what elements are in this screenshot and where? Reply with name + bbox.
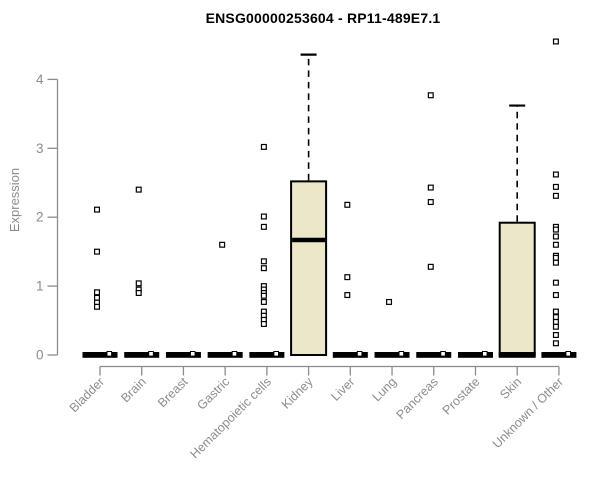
y-tick-label: 1 — [36, 279, 44, 294]
zero-bar — [249, 352, 285, 358]
outlier-point — [552, 171, 559, 178]
zero-outlier-point — [440, 351, 446, 357]
outlier-point — [552, 241, 559, 248]
y-tick-label: 3 — [36, 141, 44, 156]
box-skin — [498, 221, 536, 356]
y-axis-label: Expression — [7, 167, 22, 233]
outlier-point — [93, 289, 100, 296]
zero-outlier-point — [189, 351, 196, 357]
zero-outlier-point — [398, 351, 405, 357]
x-tick-label: Brain — [118, 375, 149, 406]
outlier-point — [552, 226, 559, 233]
x-tick-label: Prostate — [440, 375, 483, 418]
outlier-point — [552, 233, 559, 240]
y-tick-label: 4 — [36, 72, 44, 87]
outlier-point — [427, 184, 434, 191]
outlier-point — [552, 183, 559, 190]
x-tick-label: Breast — [155, 374, 191, 410]
outlier-point — [135, 186, 142, 193]
outlier-point — [260, 265, 267, 272]
outlier-point — [552, 254, 559, 261]
box-kidney — [290, 180, 328, 356]
outlier-point — [135, 280, 142, 287]
outlier-point — [260, 213, 267, 220]
outlier-point — [552, 340, 559, 347]
outlier-point — [135, 289, 142, 296]
zero-bar — [332, 352, 368, 358]
outlier-point — [344, 201, 351, 208]
zero-bar — [541, 352, 577, 358]
zero-bar — [124, 352, 160, 358]
zero-bar — [82, 352, 118, 358]
outlier-point — [260, 292, 267, 299]
zero-outlier-point — [106, 351, 113, 357]
outlier-point — [344, 292, 351, 299]
x-tick-label: Liver — [328, 375, 357, 404]
zero-bar — [416, 352, 452, 358]
zero-bar — [374, 352, 410, 358]
outlier-point — [93, 248, 100, 255]
outlier-point — [552, 314, 559, 321]
zero-bar — [207, 352, 243, 358]
zero-outlier-point — [273, 351, 279, 357]
outlier-point — [260, 298, 267, 305]
outlier-point — [552, 323, 559, 330]
median-line-zero — [498, 352, 536, 358]
zero-outlier-point — [231, 351, 238, 357]
x-tick-label: Unknown / Other — [490, 375, 566, 451]
outlier-point — [260, 258, 267, 265]
zero-outlier-point — [481, 351, 488, 357]
outlier-point — [344, 274, 351, 281]
outlier-point — [260, 143, 267, 150]
outlier-point — [552, 332, 559, 339]
outlier-point — [93, 294, 100, 301]
median-line — [292, 237, 326, 243]
outlier-point — [427, 263, 434, 270]
outlier-point — [552, 279, 559, 286]
x-tick-label: Skin — [497, 375, 524, 402]
x-tick-label: Kidney — [279, 374, 316, 411]
x-tick-label: Hematopoietic cells — [187, 375, 274, 462]
zero-outlier-point — [565, 351, 572, 357]
y-tick-label: 0 — [36, 348, 44, 363]
chart-title: ENSG00000253604 - RP11-489E7.1 — [205, 10, 441, 26]
outlier-point — [427, 92, 434, 99]
outlier-point — [552, 259, 559, 266]
zero-bar — [165, 352, 201, 358]
x-tick-label: Bladder — [67, 375, 107, 415]
outlier-point — [386, 298, 393, 305]
outlier-point — [93, 206, 100, 213]
outlier-point — [260, 320, 267, 327]
outlier-point — [552, 318, 559, 325]
outlier-point — [260, 223, 267, 230]
outlier-point — [552, 292, 559, 299]
zero-outlier-point — [356, 351, 363, 357]
zero-outlier-point — [148, 351, 154, 357]
outlier-point — [552, 308, 559, 315]
outlier-point — [427, 199, 434, 206]
outlier-point — [552, 192, 559, 199]
outlier-point — [219, 241, 226, 248]
x-tick-label: Gastric — [194, 375, 232, 413]
zero-bar — [457, 352, 493, 358]
x-tick-label: Pancreas — [394, 375, 441, 422]
outlier-point — [552, 38, 559, 45]
y-tick-label: 2 — [36, 210, 44, 225]
x-tick-label: Lung — [370, 375, 400, 405]
outlier-point — [93, 303, 100, 310]
